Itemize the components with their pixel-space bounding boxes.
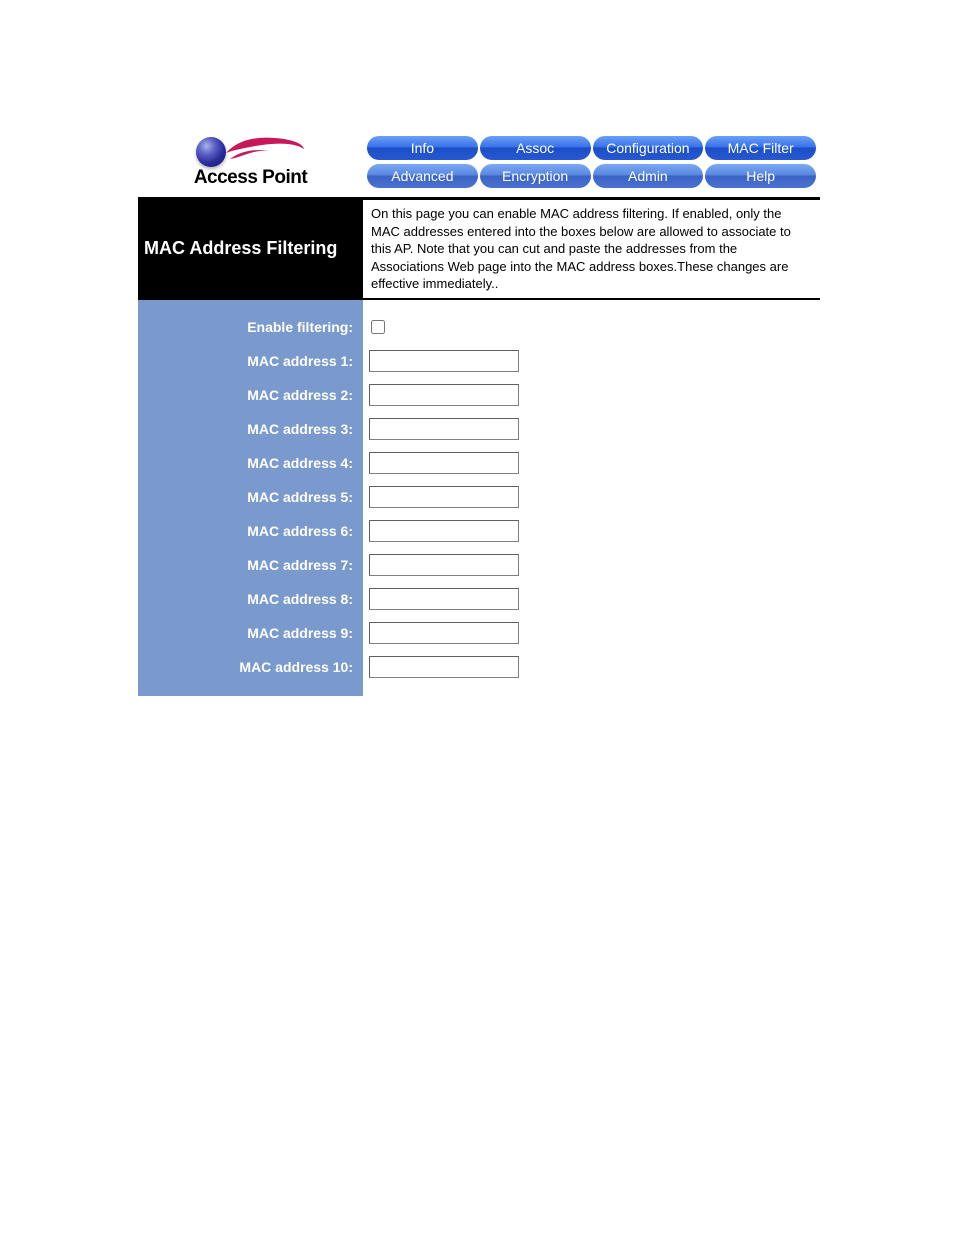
- mac-input-2[interactable]: [369, 384, 519, 406]
- mac-input-1[interactable]: [369, 350, 519, 372]
- admin-page: Access Point Info Assoc Configuration MA…: [138, 124, 820, 696]
- mac-filter-form: Enable filtering: MAC address 1: MAC add…: [138, 300, 536, 696]
- form-inputs: [363, 300, 536, 696]
- nav-row-2: Advanced Encryption Admin Help: [367, 164, 816, 188]
- logo-text: Access Point: [194, 167, 307, 189]
- nav-tabs: Info Assoc Configuration MAC Filter Adva…: [363, 124, 820, 200]
- mac-input-6[interactable]: [369, 520, 519, 542]
- tab-assoc[interactable]: Assoc: [480, 136, 591, 160]
- mac-input-10[interactable]: [369, 656, 519, 678]
- page-title: MAC Address Filtering: [138, 200, 363, 300]
- mac-label-8: MAC address 8:: [138, 582, 353, 616]
- mac-input-3[interactable]: [369, 418, 519, 440]
- header: Access Point Info Assoc Configuration MA…: [138, 124, 820, 200]
- mac-label-9: MAC address 9:: [138, 616, 353, 650]
- mac-label-3: MAC address 3:: [138, 412, 353, 446]
- enable-filtering-label: Enable filtering:: [138, 310, 353, 344]
- mac-input-7[interactable]: [369, 554, 519, 576]
- form-labels: Enable filtering: MAC address 1: MAC add…: [138, 300, 363, 696]
- logo-graphic: [196, 133, 306, 169]
- nav-row-1: Info Assoc Configuration MAC Filter: [367, 136, 816, 160]
- mac-input-5[interactable]: [369, 486, 519, 508]
- title-row: MAC Address Filtering On this page you c…: [138, 200, 820, 300]
- tab-configuration[interactable]: Configuration: [593, 136, 704, 160]
- mac-label-2: MAC address 2:: [138, 378, 353, 412]
- mac-label-6: MAC address 6:: [138, 514, 353, 548]
- mac-label-7: MAC address 7:: [138, 548, 353, 582]
- mac-label-4: MAC address 4:: [138, 446, 353, 480]
- tab-mac-filter[interactable]: MAC Filter: [705, 136, 816, 160]
- logo-area: Access Point: [138, 124, 363, 200]
- swoosh-icon: [224, 131, 306, 165]
- mac-label-1: MAC address 1:: [138, 344, 353, 378]
- mac-label-10: MAC address 10:: [138, 650, 353, 684]
- mac-input-8[interactable]: [369, 588, 519, 610]
- tab-help[interactable]: Help: [705, 164, 816, 188]
- globe-icon: [196, 137, 226, 167]
- enable-filtering-checkbox[interactable]: [371, 320, 385, 334]
- mac-input-9[interactable]: [369, 622, 519, 644]
- tab-admin[interactable]: Admin: [593, 164, 704, 188]
- mac-label-5: MAC address 5:: [138, 480, 353, 514]
- tab-encryption[interactable]: Encryption: [480, 164, 591, 188]
- tab-info[interactable]: Info: [367, 136, 478, 160]
- tab-advanced[interactable]: Advanced: [367, 164, 478, 188]
- page-description: On this page you can enable MAC address …: [363, 200, 820, 300]
- mac-input-4[interactable]: [369, 452, 519, 474]
